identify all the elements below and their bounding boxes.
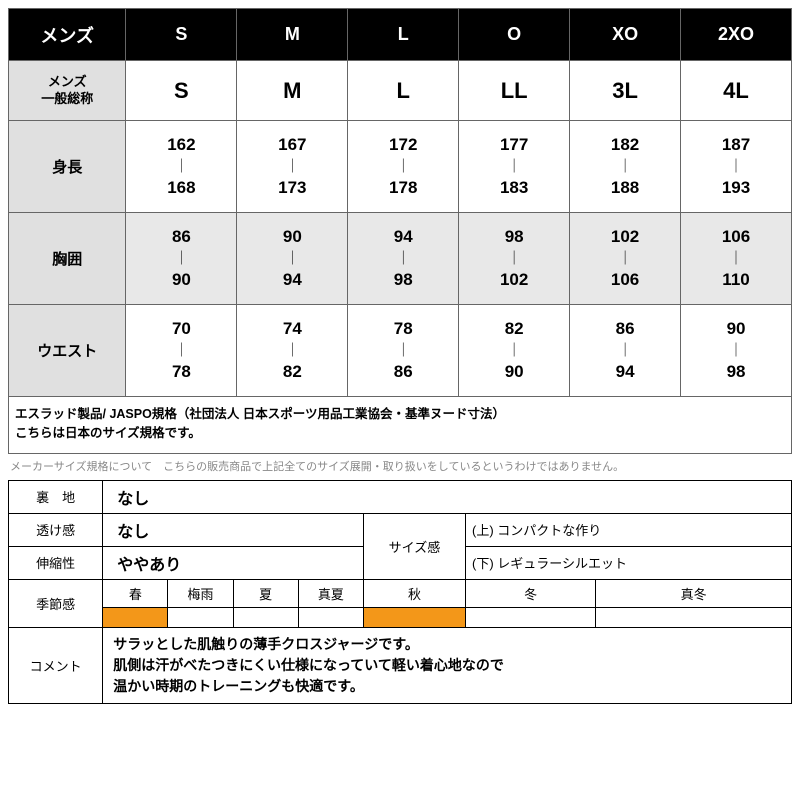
general-size-cell: M [237, 61, 348, 121]
measure-row: 胸囲86｜9090｜9494｜9898｜102102｜106106｜110 [9, 213, 792, 305]
measure-cell: 98｜102 [459, 213, 570, 305]
measure-cell: 82｜90 [459, 305, 570, 397]
season-name-cell: 夏 [233, 579, 298, 607]
spec-row-season-highlights [9, 607, 792, 627]
measure-cell: 182｜188 [570, 121, 681, 213]
measure-cell: 70｜78 [126, 305, 237, 397]
season-name-cell: 真夏 [298, 579, 363, 607]
spec-label-sheer: 透け感 [9, 513, 103, 546]
size-header-cell: L [348, 9, 459, 61]
season-name-cell: 春 [103, 579, 168, 607]
spec-value-stretch: ややあり [103, 546, 364, 579]
spec-label-lining: 裏 地 [9, 480, 103, 513]
spec-row-sheer: 透け感 なし サイズ感 (上) コンパクトな作り [9, 513, 792, 546]
size-header-cell: O [459, 9, 570, 61]
spec-label-season: 季節感 [9, 579, 103, 627]
measure-row-label: ウエスト [9, 305, 126, 397]
spec-value-fit-upper: (上) コンパクトな作り [466, 513, 792, 546]
season-highlight-cell [596, 607, 792, 627]
size-header-cell: 2XO [681, 9, 792, 61]
general-size-cell: S [126, 61, 237, 121]
spec-value-sheer: なし [103, 513, 364, 546]
season-highlight-cell [466, 607, 596, 627]
season-name-cell: 冬 [466, 579, 596, 607]
measure-cell: 162｜168 [126, 121, 237, 213]
general-size-cell: L [348, 61, 459, 121]
measure-cell: 102｜106 [570, 213, 681, 305]
spec-table: 裏 地 なし 透け感 なし サイズ感 (上) コンパクトな作り 伸縮性 ややあり… [8, 480, 792, 704]
season-name-cell: 真冬 [596, 579, 792, 607]
measure-row-label: 胸囲 [9, 213, 126, 305]
size-notes: エスラッド製品/ JASPO規格（社団法人 日本スポーツ用品工業協会・基準ヌード… [8, 397, 792, 454]
spec-label-comment: コメント [9, 627, 103, 703]
spec-row-comment: コメント サラッとした肌触りの薄手クロスジャージです。 肌側は汗がべたつきにくい… [9, 627, 792, 703]
measure-row: 身長162｜168167｜173172｜178177｜183182｜188187… [9, 121, 792, 213]
general-size-label: メンズ 一般総称 [9, 61, 126, 121]
general-size-cell: LL [459, 61, 570, 121]
measure-cell: 86｜90 [126, 213, 237, 305]
measure-cell: 167｜173 [237, 121, 348, 213]
size-header-cell: M [237, 9, 348, 61]
measure-cell: 187｜193 [681, 121, 792, 213]
general-size-cell: 4L [681, 61, 792, 121]
measure-cell: 74｜82 [237, 305, 348, 397]
size-note-line2: こちらは日本のサイズ規格です。 [15, 426, 201, 440]
size-note-line1: エスラッド製品/ JASPO規格（社団法人 日本スポーツ用品工業協会・基準ヌード… [15, 407, 505, 421]
measure-row: ウエスト70｜7874｜8278｜8682｜9086｜9490｜98 [9, 305, 792, 397]
size-chart-table: メンズ S M L O XO 2XO メンズ 一般総称 S M L LL 3L … [8, 8, 792, 397]
season-highlight-cell [363, 607, 465, 627]
measure-cell: 86｜94 [570, 305, 681, 397]
measure-row-label: 身長 [9, 121, 126, 213]
season-name-cell: 秋 [363, 579, 465, 607]
season-name-cell: 梅雨 [168, 579, 233, 607]
measure-cell: 172｜178 [348, 121, 459, 213]
general-size-cell: 3L [570, 61, 681, 121]
measure-cell: 94｜98 [348, 213, 459, 305]
season-highlight-cell [298, 607, 363, 627]
general-size-row: メンズ 一般総称 S M L LL 3L 4L [9, 61, 792, 121]
spec-value-lining: なし [103, 480, 792, 513]
measure-cell: 106｜110 [681, 213, 792, 305]
size-header-cell: メンズ [9, 9, 126, 61]
measure-cell: 177｜183 [459, 121, 570, 213]
size-subnote: メーカーサイズ規格について こちらの販売商品で上記全てのサイズ展開・取り扱いをし… [8, 454, 792, 478]
spec-row-season-labels: 季節感 春梅雨夏真夏秋冬真冬 [9, 579, 792, 607]
spec-value-comment: サラッとした肌触りの薄手クロスジャージです。 肌側は汗がべたつきにくい仕様になっ… [103, 627, 792, 703]
spec-value-fit-lower: (下) レギュラーシルエット [466, 546, 792, 579]
size-header-cell: S [126, 9, 237, 61]
measure-cell: 90｜98 [681, 305, 792, 397]
measure-cell: 78｜86 [348, 305, 459, 397]
size-header-row: メンズ S M L O XO 2XO [9, 9, 792, 61]
spec-row-lining: 裏 地 なし [9, 480, 792, 513]
measure-cell: 90｜94 [237, 213, 348, 305]
season-highlight-cell [103, 607, 168, 627]
spec-label-stretch: 伸縮性 [9, 546, 103, 579]
spec-label-fit: サイズ感 [363, 513, 465, 579]
season-highlight-cell [233, 607, 298, 627]
size-header-cell: XO [570, 9, 681, 61]
season-highlight-cell [168, 607, 233, 627]
